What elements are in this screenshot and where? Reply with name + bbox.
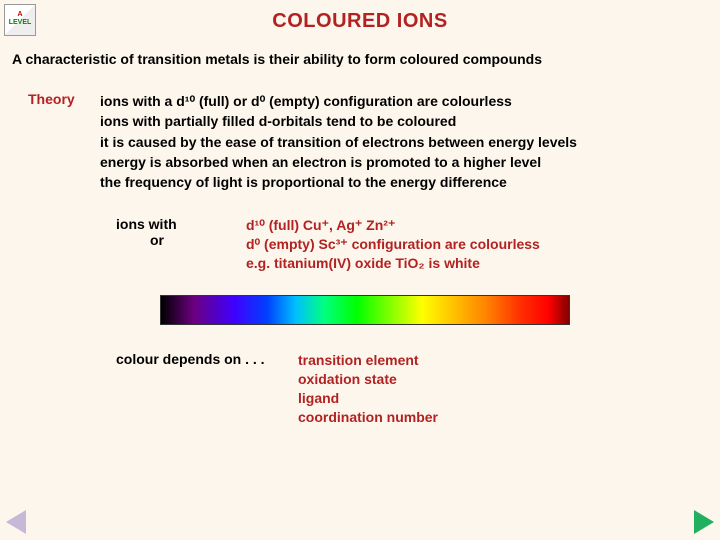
depends-section: colour depends on . . . transition eleme… — [0, 325, 720, 427]
ions-with-label: ions with — [116, 216, 246, 232]
logo-line2: LEVEL — [9, 19, 32, 26]
theory-line: ions with a d¹⁰ (full) or d⁰ (empty) con… — [100, 91, 700, 111]
depends-list: transition element oxidation state ligan… — [298, 351, 438, 427]
theory-line: it is caused by the ease of transition o… — [100, 132, 700, 152]
depends-item: oxidation state — [298, 370, 438, 389]
logo-badge: A LEVEL — [4, 4, 36, 36]
prev-arrow-icon[interactable] — [6, 510, 26, 534]
ions-section: ions with or d¹⁰ (full) Cu⁺, Ag⁺ Zn²⁺ d⁰… — [0, 192, 720, 273]
theory-label: Theory — [28, 91, 100, 192]
ions-line: d¹⁰ (full) Cu⁺, Ag⁺ Zn²⁺ — [246, 216, 540, 235]
theory-section: Theory ions with a d¹⁰ (full) or d⁰ (emp… — [0, 67, 720, 192]
next-arrow-icon[interactable] — [694, 510, 714, 534]
page-title: COLOURED IONS — [0, 0, 720, 33]
theory-line: energy is absorbed when an electron is p… — [100, 152, 700, 172]
theory-body: ions with a d¹⁰ (full) or d⁰ (empty) con… — [100, 91, 720, 192]
depends-item: ligand — [298, 389, 438, 408]
depends-label: colour depends on . . . — [116, 351, 298, 427]
theory-line: the frequency of light is proportional t… — [100, 172, 700, 192]
visible-spectrum-bar — [160, 295, 570, 325]
depends-item: coordination number — [298, 408, 438, 427]
logo-line1: A — [17, 11, 22, 18]
ions-right: d¹⁰ (full) Cu⁺, Ag⁺ Zn²⁺ d⁰ (empty) Sc³⁺… — [246, 216, 540, 273]
ions-or-label: or — [116, 232, 246, 248]
subtitle: A characteristic of transition metals is… — [0, 33, 720, 67]
ions-line: d⁰ (empty) Sc³⁺ configuration are colour… — [246, 235, 540, 254]
ions-left: ions with or — [116, 216, 246, 273]
depends-item: transition element — [298, 351, 438, 370]
theory-line: ions with partially filled d-orbitals te… — [100, 111, 700, 131]
ions-line: e.g. titanium(IV) oxide TiO₂ is white — [246, 254, 540, 273]
